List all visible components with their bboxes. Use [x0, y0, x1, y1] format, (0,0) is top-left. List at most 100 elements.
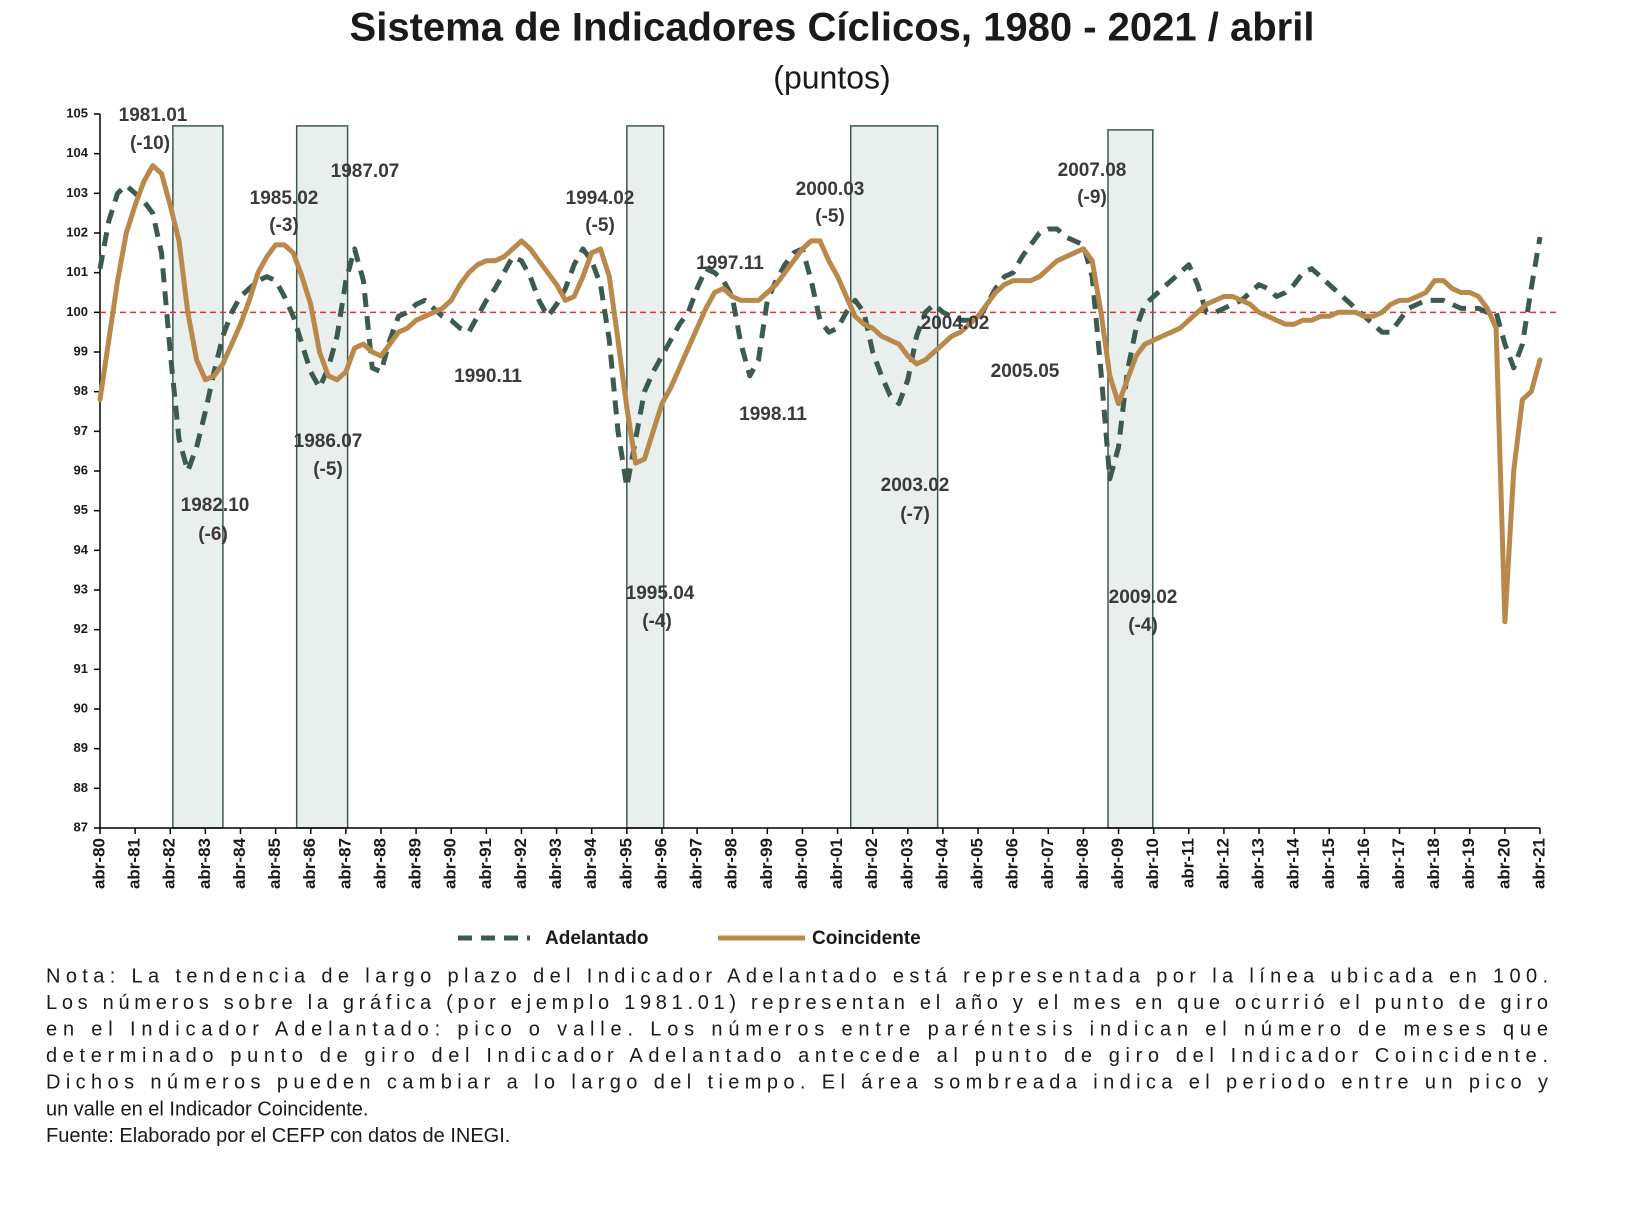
x-tick-label: abr-81 — [125, 838, 144, 889]
annotation: (-5) — [585, 215, 615, 236]
x-tick-label: abr-93 — [546, 838, 565, 889]
annotation: 1998.11 — [739, 404, 807, 425]
x-tick-label: abr-94 — [581, 837, 600, 889]
x-tick-label: abr-97 — [687, 838, 706, 889]
x-tick-label: abr-21 — [1529, 838, 1548, 889]
annotation: 1981.01 — [119, 105, 188, 126]
y-tick-label: 91 — [74, 661, 88, 676]
annotation: (-9) — [1077, 187, 1107, 208]
x-tick-label: abr-07 — [1038, 838, 1057, 889]
annotation: 1982.10 — [181, 495, 250, 516]
annotation: (-5) — [313, 459, 343, 480]
annotation: 1995.04 — [626, 583, 695, 604]
x-tick-label: abr-06 — [1003, 838, 1022, 889]
x-tick-label: abr-99 — [757, 838, 776, 889]
x-tick-label: abr-10 — [1143, 838, 1162, 889]
y-tick-label: 99 — [74, 343, 88, 358]
x-tick-label: abr-04 — [932, 837, 951, 889]
y-tick-label: 94 — [74, 542, 89, 557]
note-line: Fuente: Elaborado por el CEFP con datos … — [46, 1125, 510, 1147]
shaded-period — [626, 125, 665, 829]
legend-label: Adelantado — [545, 928, 648, 949]
x-tick-label: abr-83 — [195, 838, 214, 889]
annotation: 1985.02 — [250, 188, 319, 209]
x-tick-label: abr-88 — [370, 838, 389, 889]
annotation: (-7) — [900, 504, 930, 525]
chart-subtitle: (puntos) — [773, 59, 890, 95]
shaded-period — [172, 125, 224, 829]
series-line — [97, 163, 1543, 625]
x-tick-label: abr-92 — [511, 838, 530, 889]
x-tick-label: abr-03 — [897, 838, 916, 889]
x-tick-label: abr-84 — [230, 837, 249, 889]
note-line: un valle en el Indicador Coincidente. — [46, 1098, 368, 1120]
annotation: 2005.05 — [991, 361, 1060, 382]
x-tick-label: abr-82 — [160, 838, 179, 889]
x-tick-label: abr-17 — [1389, 838, 1408, 889]
annotation: (-10) — [130, 133, 170, 154]
x-tick-label: abr-86 — [300, 838, 319, 889]
x-tick-label: abr-85 — [265, 838, 284, 889]
annotation: 2004.02 — [921, 313, 990, 334]
annotation: 2000.03 — [796, 179, 865, 200]
y-tick-label: 88 — [74, 780, 88, 795]
annotation: (-3) — [269, 215, 299, 236]
annotation: 2003.02 — [881, 475, 950, 496]
shaded-period — [849, 125, 939, 829]
y-tick-label: 102 — [66, 224, 88, 239]
x-tick-label: abr-98 — [722, 838, 741, 889]
x-tick-label: abr-80 — [89, 838, 108, 889]
x-tick-label: abr-02 — [862, 838, 881, 889]
x-tick-label: abr-89 — [406, 838, 425, 889]
y-tick-label: 98 — [74, 383, 88, 398]
annotation: 1997.11 — [696, 253, 764, 274]
annotation: (-4) — [1128, 615, 1158, 636]
annotation: (-4) — [642, 611, 672, 632]
annotation: 1994.02 — [566, 188, 635, 209]
series-line — [97, 182, 1543, 490]
x-tick-label: abr-13 — [1249, 838, 1268, 889]
x-tick-label: abr-19 — [1459, 838, 1478, 889]
y-tick-label: 105 — [66, 105, 88, 120]
x-tick-label: abr-20 — [1494, 838, 1513, 889]
y-tick-label: 100 — [66, 304, 88, 319]
y-tick-label: 104 — [66, 145, 88, 160]
y-tick-label: 89 — [74, 740, 88, 755]
x-tick-label: abr-16 — [1354, 838, 1373, 889]
x-tick-label: abr-18 — [1424, 838, 1443, 889]
annotation: 1987.07 — [331, 161, 400, 182]
x-tick-label: abr-95 — [616, 838, 635, 889]
x-tick-label: abr-08 — [1073, 838, 1092, 889]
y-tick-label: 92 — [74, 621, 88, 636]
annotation: 2007.08 — [1058, 160, 1127, 181]
x-tick-label: abr-90 — [441, 838, 460, 889]
annotation: (-5) — [815, 206, 845, 227]
y-tick-label: 103 — [66, 185, 88, 200]
y-tick-label: 90 — [74, 700, 88, 715]
annotation: 1986.07 — [294, 431, 363, 452]
x-tick-label: abr-96 — [651, 838, 670, 889]
x-tick-label: abr-87 — [335, 838, 354, 889]
legend-label: Coincidente — [812, 928, 921, 949]
x-tick-label: abr-00 — [792, 838, 811, 889]
note-line: Los números sobre la gráfica (por ejempl… — [46, 992, 1548, 1014]
y-tick-label: 96 — [74, 462, 88, 477]
annotation: 2009.02 — [1109, 587, 1178, 608]
x-tick-label: abr-12 — [1213, 838, 1232, 889]
y-tick-label: 93 — [74, 581, 88, 596]
x-tick-label: abr-14 — [1284, 837, 1303, 889]
x-tick-label: abr-01 — [827, 838, 846, 889]
annotation: 1990.11 — [454, 366, 522, 387]
note-line: Nota: La tendencia de largo plazo del In… — [46, 965, 1548, 987]
y-tick-label: 101 — [66, 264, 88, 279]
x-tick-label: abr-15 — [1319, 838, 1338, 889]
x-tick-label: abr-09 — [1108, 838, 1127, 889]
x-tick-label: abr-91 — [476, 838, 495, 889]
x-tick-label: abr-11 — [1178, 838, 1197, 888]
shaded-period — [1107, 129, 1154, 829]
chart-title: Sistema de Indicadores Cíclicos, 1980 - … — [350, 6, 1315, 50]
y-tick-label: 87 — [74, 819, 88, 834]
annotation: (-6) — [198, 524, 228, 545]
